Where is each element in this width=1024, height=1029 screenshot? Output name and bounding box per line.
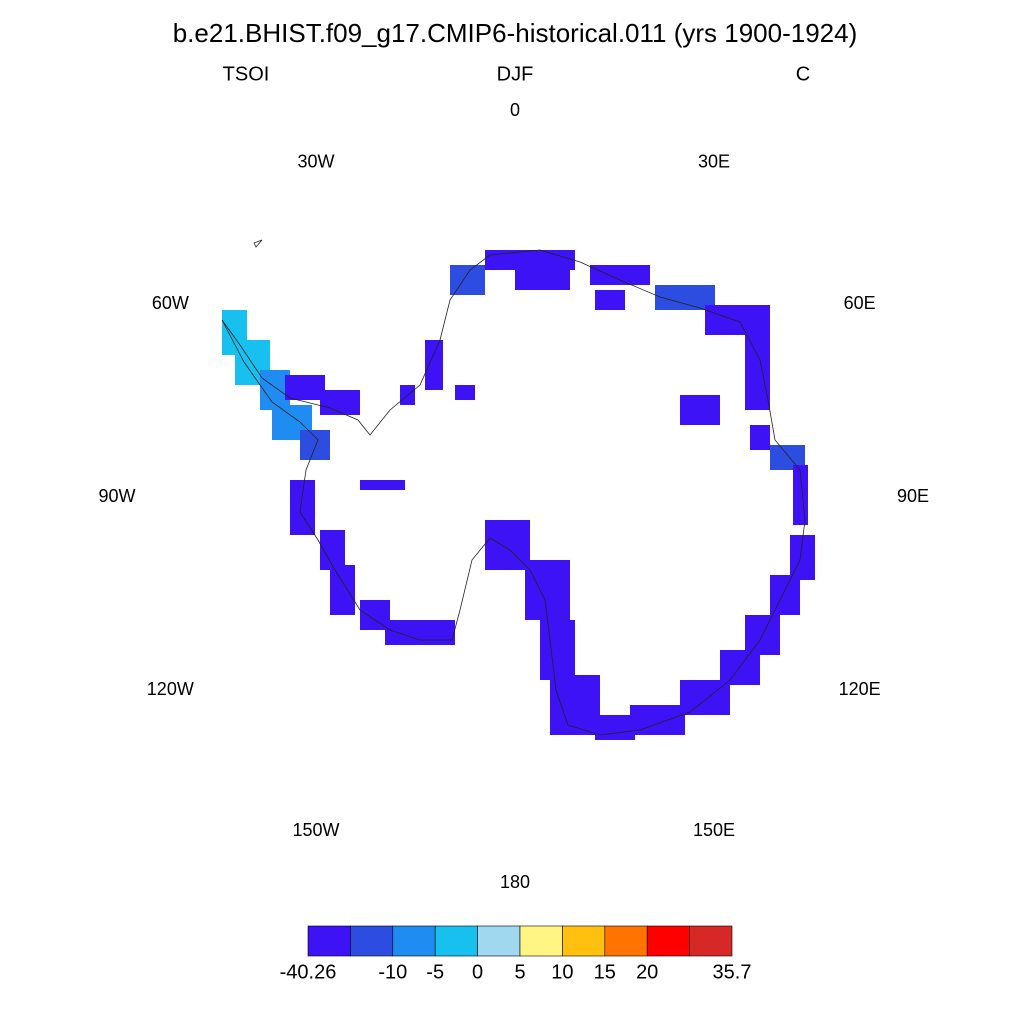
patch [680, 395, 720, 425]
colorbar-label: -10 [378, 961, 407, 983]
colorbar-box [350, 925, 394, 957]
patch [595, 715, 635, 740]
longitude-label: 60W [152, 293, 189, 313]
colorbar-box [689, 925, 733, 957]
patch [745, 335, 770, 410]
colorbar-box [562, 925, 606, 957]
colorbar-label: 0 [472, 961, 483, 983]
patch [770, 575, 800, 615]
colorbar-label: 20 [636, 961, 658, 983]
colorbar-label: -5 [426, 961, 444, 983]
colorbar-label: 35.7 [713, 961, 752, 983]
colorbar-box [392, 925, 436, 957]
patch [320, 390, 360, 415]
colorbar-box [434, 925, 478, 957]
colorbar: -40.26 -10 -5 0 5 10 15 20 35.7 [280, 925, 752, 983]
units-label: C [796, 63, 810, 85]
longitude-label: 0 [510, 100, 520, 120]
colorbar-label: 15 [594, 961, 616, 983]
longitude-label: 30E [698, 151, 730, 171]
longitude-labels: 0 30E 60E 90E 120E 150E 180 150W 120W 90W 60W 30W [98, 100, 929, 892]
shaded-field [222, 250, 815, 740]
patch [485, 250, 575, 270]
patch [540, 620, 575, 680]
longitude-label: 90E [897, 486, 929, 506]
patch [320, 530, 345, 570]
colorbar-box [477, 925, 521, 957]
longitude-label: 60E [844, 293, 876, 313]
patch [595, 290, 625, 310]
longitude-label: 30W [297, 151, 334, 171]
variable-label: TSOI [223, 63, 270, 85]
season-label: DJF [497, 63, 534, 85]
patch [300, 430, 330, 460]
island [253, 239, 263, 248]
patch [450, 265, 485, 295]
patch [525, 560, 570, 620]
longitude-label: 120W [147, 679, 194, 699]
patch [385, 620, 455, 645]
colorbar-label: 10 [551, 961, 573, 983]
colorbar-box [307, 925, 351, 957]
patch [590, 265, 650, 285]
patch [290, 480, 315, 535]
colorbar-box [604, 925, 648, 957]
longitude-label: 180 [500, 872, 530, 892]
longitude-label: 150W [292, 820, 339, 840]
colorbar-box [646, 925, 690, 957]
patch [425, 340, 443, 390]
patch [705, 305, 770, 335]
patch [750, 425, 770, 450]
patch [515, 270, 570, 290]
coastline [221, 249, 806, 736]
patch [455, 385, 475, 400]
colorbar-label: 5 [514, 961, 525, 983]
longitude-label: 150E [693, 820, 735, 840]
longitude-label: 120E [839, 679, 881, 699]
patch [330, 565, 355, 615]
patch [285, 375, 325, 400]
patch [550, 675, 600, 735]
patch [360, 480, 405, 490]
patch [720, 650, 760, 685]
patch [485, 520, 530, 570]
colorbar-label: -40.26 [280, 961, 337, 983]
patch [680, 680, 730, 715]
longitude-label: 90W [98, 486, 135, 506]
title: b.e21.BHIST.f09_g17.CMIP6-historical.011… [173, 18, 858, 48]
colorbar-box [519, 925, 563, 957]
